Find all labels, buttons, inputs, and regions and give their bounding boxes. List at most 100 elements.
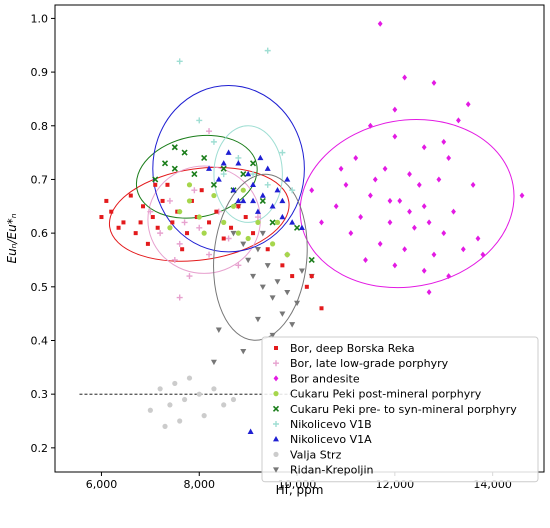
data-point — [221, 402, 227, 408]
data-point — [240, 349, 247, 355]
data-point — [269, 219, 276, 226]
data-point — [480, 251, 486, 258]
legend-label: Bor, deep Borska Reka — [290, 342, 415, 355]
y-tick-label: 0.2 — [31, 442, 49, 455]
data-point — [221, 236, 226, 241]
confidence-ellipse — [152, 85, 305, 253]
data-point — [243, 215, 248, 220]
data-point — [250, 273, 257, 280]
data-point — [269, 332, 276, 339]
data-point — [245, 170, 252, 177]
legend-marker — [273, 467, 279, 473]
data-point — [284, 176, 291, 182]
y-tick-label: 1.0 — [31, 12, 49, 25]
data-point — [186, 198, 193, 204]
data-point — [210, 138, 217, 145]
data-point — [153, 182, 158, 187]
data-point — [196, 391, 202, 397]
data-point — [392, 133, 398, 140]
data-point — [138, 220, 143, 225]
data-point — [451, 208, 456, 215]
legend-label: Cukaru Peki pre- to syn-mineral porphyry — [290, 403, 517, 416]
data-point — [269, 203, 276, 209]
data-point — [416, 181, 422, 188]
data-point — [436, 176, 442, 183]
data-point — [211, 192, 217, 199]
data-point — [167, 402, 173, 408]
data-point — [235, 197, 242, 204]
data-point — [201, 230, 207, 236]
data-point — [150, 215, 155, 220]
data-point — [264, 181, 271, 188]
y-axis-label: Euₙ/Eu*ₙ — [5, 213, 19, 263]
legend-box — [261, 336, 539, 483]
data-point — [387, 197, 393, 204]
legend-label: Bor, late low-grade porphyry — [290, 357, 449, 370]
data-point — [176, 58, 183, 65]
x-tick-label: 6,000 — [86, 478, 118, 491]
data-point — [392, 262, 398, 269]
data-point — [259, 197, 266, 204]
data-point — [133, 231, 138, 236]
data-point — [392, 106, 398, 113]
data-point — [186, 273, 193, 280]
data-point — [254, 247, 261, 253]
y-tick-label: 0.7 — [31, 173, 49, 186]
data-point — [255, 219, 261, 225]
data-point — [147, 208, 154, 215]
data-point — [308, 256, 315, 264]
legend-label: Cukaru Peki post-mineral porphyry — [290, 388, 482, 401]
data-point — [284, 252, 290, 258]
data-point — [230, 186, 237, 193]
data-point — [387, 219, 393, 226]
data-point — [259, 230, 266, 237]
legend: Bor, deep Borska Reka Bor, late low-grade… — [261, 336, 539, 483]
plot-area — [54, 4, 545, 473]
data-point — [181, 219, 188, 226]
data-point — [264, 165, 271, 171]
data-point — [249, 160, 257, 167]
data-point — [177, 209, 183, 215]
data-point — [206, 128, 213, 135]
data-point — [441, 230, 447, 237]
data-point — [475, 235, 481, 242]
data-point — [259, 284, 266, 291]
data-point — [274, 186, 281, 193]
data-point — [421, 203, 427, 210]
data-point — [221, 219, 227, 225]
data-point — [293, 224, 301, 231]
legend-marker — [272, 405, 280, 412]
data-point — [426, 289, 432, 296]
data-point — [245, 257, 252, 264]
data-point — [279, 149, 286, 156]
legend-marker — [273, 375, 279, 382]
data-point — [157, 386, 163, 392]
data-point — [372, 176, 378, 183]
data-point — [206, 251, 213, 258]
data-points — [99, 20, 525, 434]
data-point — [162, 423, 168, 429]
data-point — [191, 187, 198, 194]
y-tick-label: 0.8 — [31, 120, 49, 133]
data-point — [196, 214, 202, 220]
y-tick-label: 0.5 — [31, 281, 49, 294]
data-point — [250, 181, 257, 188]
data-point — [99, 215, 104, 220]
data-point — [161, 160, 169, 167]
confidence-ellipse — [213, 125, 283, 223]
data-point — [402, 246, 408, 253]
y-tick-label: 0.3 — [31, 388, 49, 401]
data-point — [333, 203, 339, 210]
data-point — [121, 220, 126, 225]
data-point — [185, 231, 190, 236]
data-point — [229, 225, 234, 230]
data-point — [235, 160, 242, 166]
data-point — [368, 122, 373, 129]
data-point — [279, 197, 286, 204]
data-point — [280, 263, 285, 268]
data-point — [171, 165, 178, 172]
legend-label: Bor andesite — [290, 372, 360, 385]
data-point — [186, 182, 193, 188]
data-point — [319, 219, 324, 226]
